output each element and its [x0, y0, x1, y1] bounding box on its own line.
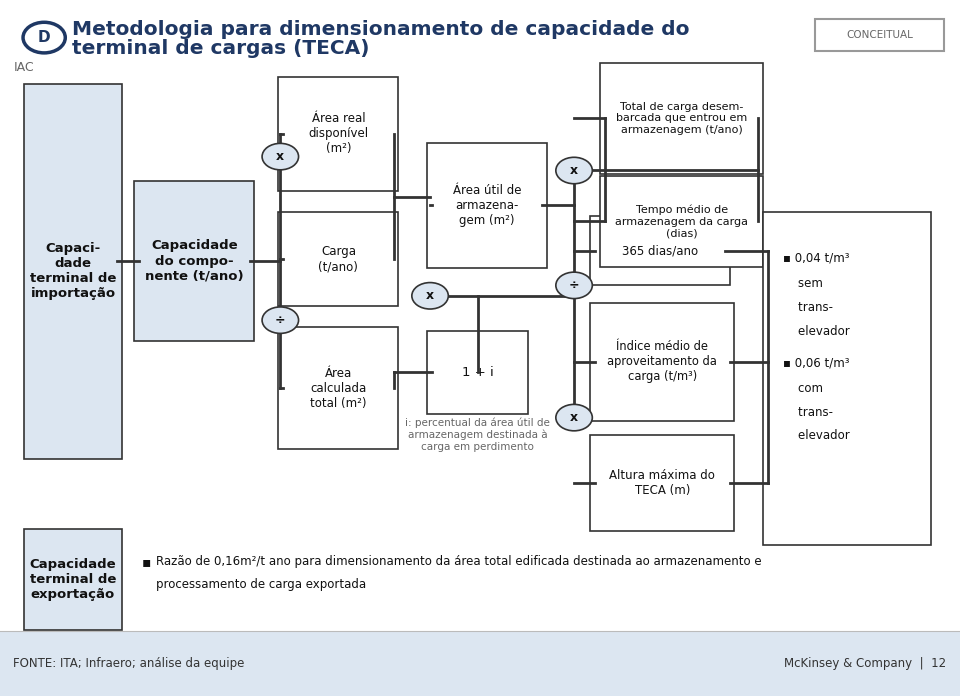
Text: ▪: ▪ [142, 555, 152, 569]
Circle shape [556, 404, 592, 431]
Text: Área útil de
armazena-
gem (m²): Área útil de armazena- gem (m²) [453, 184, 521, 227]
FancyBboxPatch shape [0, 631, 960, 696]
Circle shape [23, 22, 65, 53]
Circle shape [556, 157, 592, 184]
Text: Tempo médio de
armazenagem da carga
(dias): Tempo médio de armazenagem da carga (dia… [615, 205, 748, 238]
Text: Área
calculada
total (m²): Área calculada total (m²) [310, 367, 367, 409]
Text: Metodologia para dimensionamento de capacidade do: Metodologia para dimensionamento de capa… [72, 19, 689, 39]
Text: D: D [37, 30, 51, 45]
Text: Capaci-
dade
terminal de
importação: Capaci- dade terminal de importação [30, 242, 116, 301]
FancyBboxPatch shape [278, 77, 398, 191]
Text: processamento de carga exportada: processamento de carga exportada [156, 578, 366, 591]
Text: Total de carga desem-
barcada que entrou em
armazenagem (t/ano): Total de carga desem- barcada que entrou… [616, 102, 747, 135]
FancyBboxPatch shape [815, 19, 944, 51]
Text: Área real
disponível
(m²): Área real disponível (m²) [308, 113, 369, 155]
Text: trans-: trans- [783, 406, 833, 418]
Text: com: com [783, 382, 824, 395]
Circle shape [412, 283, 448, 309]
Text: elevador: elevador [783, 429, 851, 442]
FancyBboxPatch shape [134, 181, 254, 341]
Text: ÷: ÷ [568, 279, 580, 292]
Text: 365 dias/ano: 365 dias/ano [622, 244, 698, 257]
Text: i: percentual da área útil de
armazenagem destinada à
carga em perdimento: i: percentual da área útil de armazenage… [405, 418, 550, 452]
FancyBboxPatch shape [590, 435, 734, 531]
FancyBboxPatch shape [24, 529, 122, 630]
FancyBboxPatch shape [278, 327, 398, 449]
Text: IAC: IAC [13, 61, 34, 74]
FancyBboxPatch shape [590, 303, 734, 421]
Text: x: x [276, 150, 284, 163]
Text: Capacidade
terminal de
exportação: Capacidade terminal de exportação [30, 558, 116, 601]
Text: x: x [426, 290, 434, 302]
Text: ÷: ÷ [275, 314, 286, 326]
Text: FONTE: ITA; Infraero; análise da equipe: FONTE: ITA; Infraero; análise da equipe [13, 657, 245, 670]
FancyBboxPatch shape [763, 212, 931, 545]
Text: terminal de cargas (TECA): terminal de cargas (TECA) [72, 39, 370, 58]
Circle shape [262, 143, 299, 170]
Text: Índice médio de
aproveitamento da
carga (t/m³): Índice médio de aproveitamento da carga … [608, 340, 717, 383]
Text: 1 + i: 1 + i [462, 366, 493, 379]
Circle shape [262, 307, 299, 333]
FancyBboxPatch shape [427, 143, 547, 268]
Text: Altura máxima do
TECA (m): Altura máxima do TECA (m) [610, 469, 715, 497]
Circle shape [556, 272, 592, 299]
Text: trans-: trans- [783, 301, 833, 314]
FancyBboxPatch shape [590, 216, 730, 285]
FancyBboxPatch shape [600, 63, 763, 174]
Text: ▪ 0,06 t/m³: ▪ 0,06 t/m³ [783, 357, 850, 370]
FancyBboxPatch shape [600, 176, 763, 267]
Text: Carga
(t/ano): Carga (t/ano) [319, 245, 358, 274]
Text: sem: sem [783, 278, 824, 290]
Text: x: x [570, 164, 578, 177]
Text: x: x [570, 411, 578, 424]
FancyBboxPatch shape [427, 331, 528, 414]
FancyBboxPatch shape [24, 84, 122, 459]
Text: CONCEITUAL: CONCEITUAL [846, 30, 913, 40]
Text: McKinsey & Company  |  12: McKinsey & Company | 12 [784, 657, 947, 670]
Text: Capacidade
do compo-
nente (t/ano): Capacidade do compo- nente (t/ano) [145, 239, 244, 283]
Text: Razão de 0,16m²/t ano para dimensionamento da área total edificada destinada ao : Razão de 0,16m²/t ano para dimensionamen… [156, 555, 761, 568]
FancyBboxPatch shape [278, 212, 398, 306]
Text: elevador: elevador [783, 325, 851, 338]
Text: ▪ 0,04 t/m³: ▪ 0,04 t/m³ [783, 251, 850, 264]
